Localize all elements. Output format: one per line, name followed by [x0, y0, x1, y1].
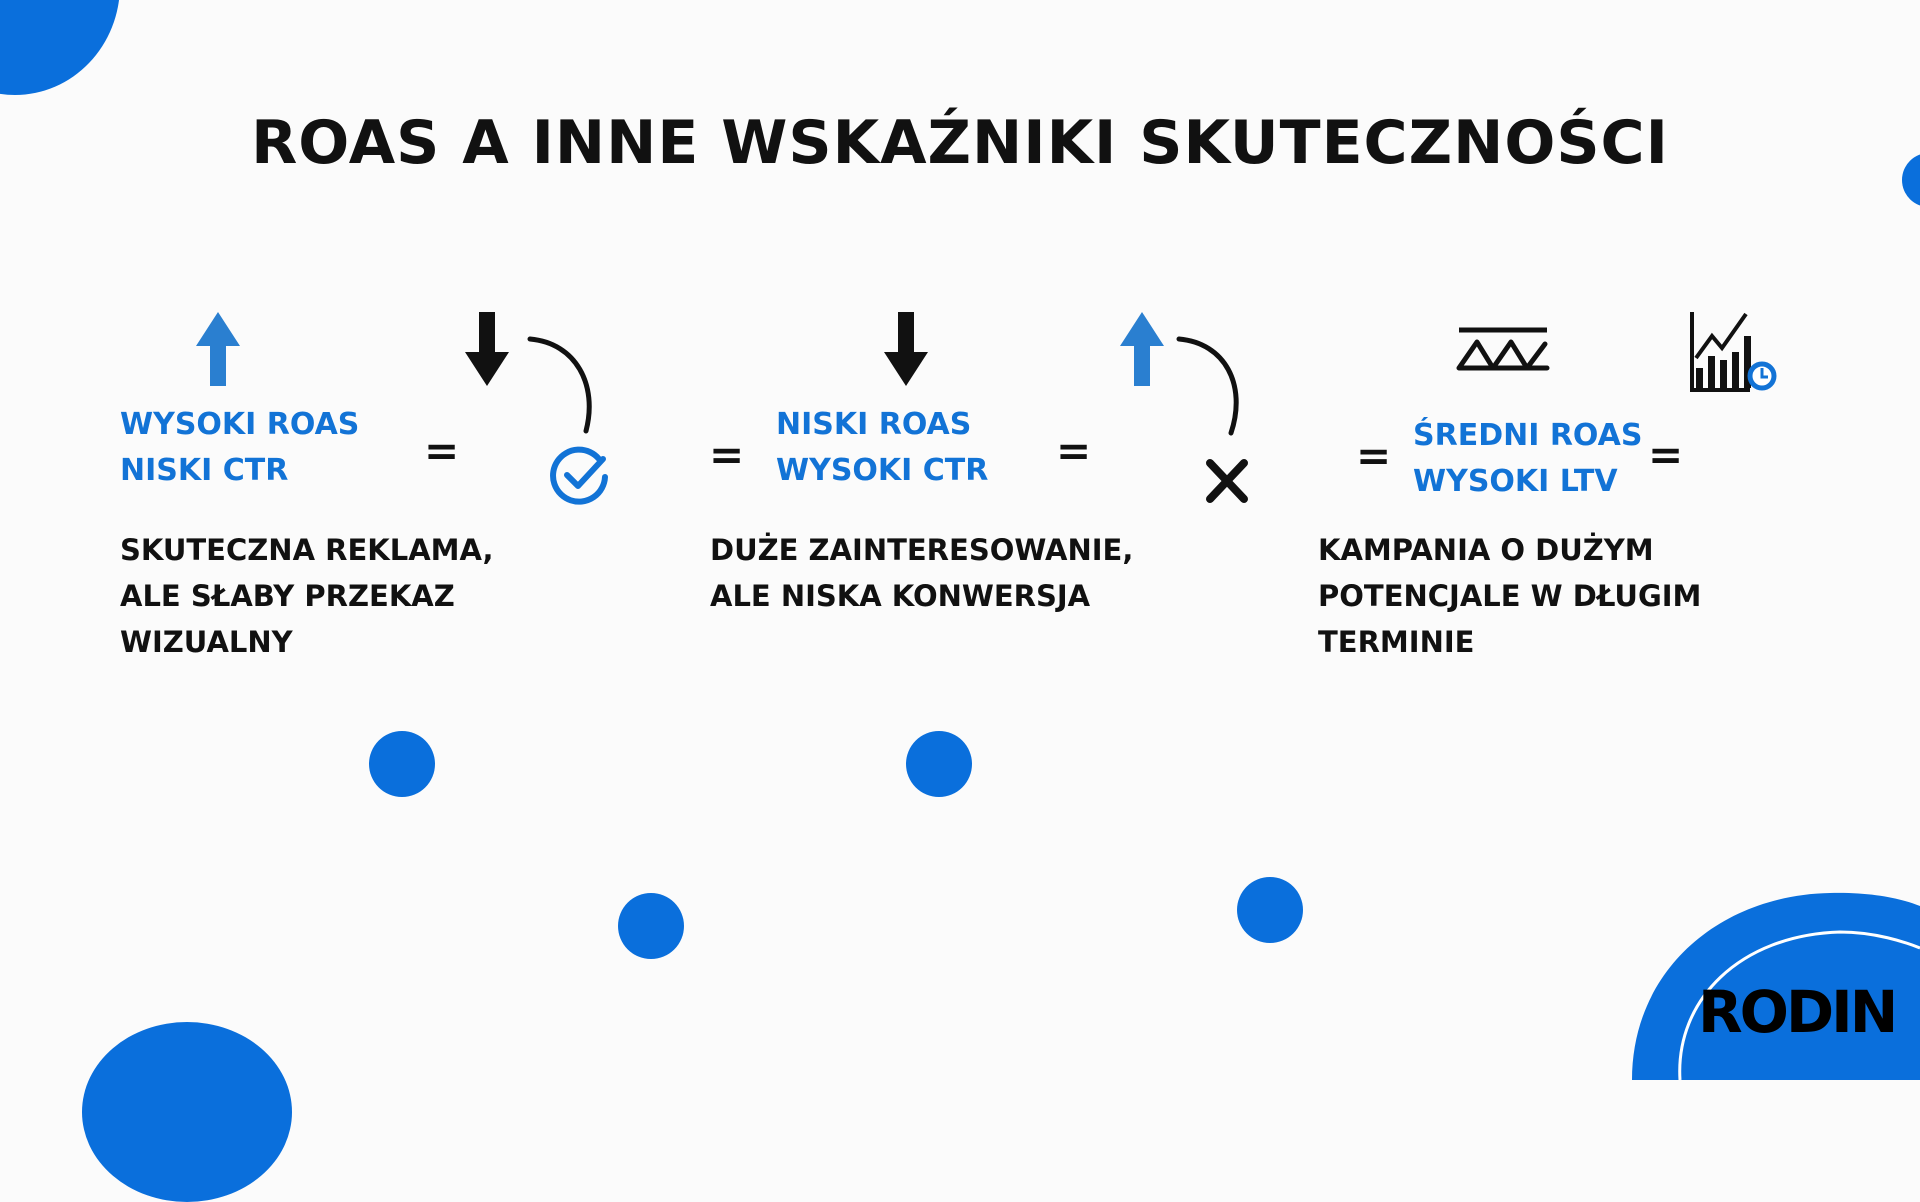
description: SKUTECZNA REKLAMA, ALE SŁABY PRZEKAZ WIZUA…: [120, 527, 494, 665]
equals-sign: =: [709, 430, 745, 479]
rodin-logo: RODIN: [1698, 978, 1898, 1046]
equals-sign: =: [1356, 431, 1392, 480]
equals-sign: =: [1056, 426, 1092, 475]
average-icon: [1456, 327, 1550, 371]
decor-blob-bottom-left: [82, 1022, 292, 1202]
description-line: DUŻE ZAINTERESOWANIE,: [710, 533, 1134, 567]
description: KAMPANIA O DUŻYM POTENCJALE W DŁUGIM TERMI…: [1318, 527, 1701, 665]
decor-blob-right-edge: [1902, 153, 1920, 207]
metric-line: WYSOKI ROAS: [120, 407, 360, 442]
description-line: ALE SŁABY PRZEKAZ: [120, 579, 455, 613]
description-line: TERMINIE: [1318, 625, 1475, 659]
description-line: SKUTECZNA REKLAMA,: [120, 533, 494, 567]
decor-dot: [618, 893, 684, 959]
metric-line: ŚREDNI ROAS: [1413, 418, 1643, 453]
metric-label: ŚREDNI ROAS WYSOKI LTV: [1413, 413, 1642, 505]
page-title: ROAS A INNE WSKAŹNIKI SKUTECZNOŚCI: [251, 108, 1669, 178]
arrow-down-icon: [465, 312, 509, 386]
decor-dot: [906, 731, 972, 797]
curved-arrow-icon: [1176, 336, 1239, 436]
description-line: ALE NISKA KONWERSJA: [710, 579, 1091, 613]
arrow-up-icon: [1120, 312, 1164, 386]
curved-arrow-icon: [527, 336, 592, 434]
description-line: POTENCJALE W DŁUGIM: [1318, 579, 1702, 613]
check-circle-icon: [550, 446, 608, 505]
decor-dot: [369, 731, 435, 797]
decor-dot: [1237, 877, 1303, 943]
decor-blob-top-left: [0, 0, 120, 95]
metric-line: NISKI ROAS: [776, 407, 972, 442]
equals-sign: =: [424, 426, 460, 475]
metric-line: WYSOKI LTV: [1413, 464, 1618, 499]
metric-label: WYSOKI ROAS NISKI CTR: [120, 402, 359, 494]
x-icon: [1206, 459, 1248, 503]
arrow-down-icon: [884, 312, 928, 386]
arrow-up-icon: [196, 312, 240, 386]
growth-chart-clock-icon: [1690, 312, 1777, 392]
metric-line: NISKI CTR: [120, 453, 289, 488]
equals-sign: =: [1648, 430, 1684, 479]
metric-label: NISKI ROAS WYSOKI CTR: [776, 402, 988, 494]
description: DUŻE ZAINTERESOWANIE, ALE NISKA KONWERSJA: [710, 527, 1133, 619]
metric-line: WYSOKI CTR: [776, 453, 989, 488]
decor-blob-bottom-right: [1632, 892, 1920, 1080]
description-line: WIZUALNY: [120, 625, 293, 659]
description-line: KAMPANIA O DUŻYM: [1318, 533, 1654, 567]
